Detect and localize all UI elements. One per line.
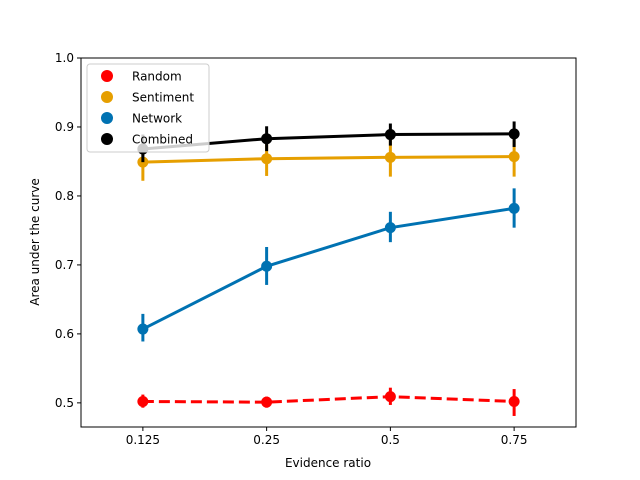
x-tick-label: 0.25	[253, 433, 280, 447]
y-tick-label: 0.8	[55, 189, 74, 203]
series-line	[142, 395, 515, 404]
plot-area	[137, 121, 520, 416]
legend-box	[86, 63, 210, 153]
x-axis: 0.125 0.25 0.5 0.75	[126, 427, 528, 447]
series-random	[137, 387, 520, 416]
legend-item: Network	[101, 112, 182, 126]
data-point	[384, 151, 396, 163]
y-tick-label: 0.7	[55, 258, 74, 272]
data-point	[508, 128, 520, 140]
data-point	[261, 133, 273, 145]
x-tick-label: 0.125	[126, 433, 160, 447]
legend-label: Sentiment	[132, 91, 194, 105]
data-point	[384, 129, 396, 141]
data-point	[261, 260, 273, 272]
axes-frame	[80, 57, 577, 428]
data-point	[137, 323, 149, 335]
y-tick-label: 1.0	[55, 51, 74, 65]
y-axis-label: Area under the curve	[28, 178, 42, 306]
legend-item: Random	[101, 70, 182, 84]
legend-marker	[101, 91, 113, 103]
legend-label: Combined	[132, 133, 193, 147]
series-network	[137, 188, 520, 342]
data-point	[384, 222, 396, 234]
legend-item: Sentiment	[101, 91, 194, 105]
legend: Random Sentiment Network Combined	[86, 63, 210, 153]
x-tick-label: 0.75	[501, 433, 528, 447]
data-point	[508, 395, 520, 407]
data-point	[261, 396, 273, 408]
series-line	[142, 206, 515, 331]
x-tick-label: 0.5	[381, 433, 400, 447]
data-point	[261, 153, 273, 165]
data-point	[384, 391, 396, 403]
legend-marker	[101, 70, 113, 82]
data-point	[137, 395, 149, 407]
series-line	[142, 155, 515, 164]
x-axis-label: Evidence ratio	[285, 456, 371, 470]
y-tick-label: 0.9	[55, 120, 74, 134]
y-axis: 0.5 0.6 0.7 0.8 0.9 1.0	[55, 51, 81, 410]
data-point	[508, 151, 520, 163]
data-point	[508, 202, 520, 214]
legend-label: Random	[132, 70, 182, 84]
legend-marker	[101, 133, 113, 145]
y-tick-label: 0.5	[55, 396, 74, 410]
y-tick-label: 0.6	[55, 327, 74, 341]
legend-item: Combined	[101, 133, 193, 147]
legend-label: Network	[132, 112, 182, 126]
legend-marker	[101, 112, 113, 124]
